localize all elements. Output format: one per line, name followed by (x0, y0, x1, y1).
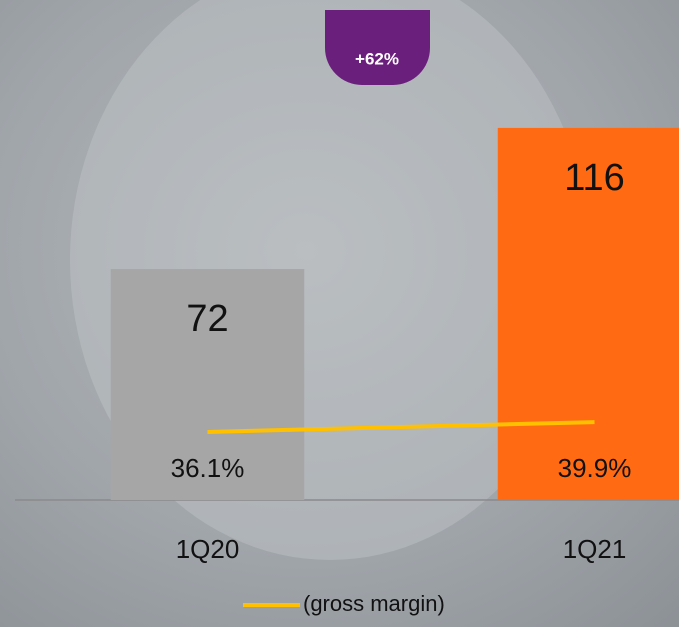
x-tick-label: 1Q21 (563, 534, 627, 564)
badge-label: +62% (355, 49, 399, 68)
bar-value-label: 116 (564, 157, 625, 199)
chart: +62% (gross margin) 72 1Q20 116 1Q21 36.1% 39… (0, 0, 679, 627)
x-tick-label: 1Q20 (176, 534, 240, 564)
legend-label: (gross margin) (303, 591, 445, 616)
line-value-label: 36.1% (171, 453, 245, 483)
bar-value-label: 72 (186, 298, 228, 340)
line-value-label: 39.9% (558, 453, 632, 483)
page: +62% (gross margin) 72 1Q20 116 1Q21 36.1% 39… (0, 0, 679, 627)
badge (325, 10, 430, 85)
